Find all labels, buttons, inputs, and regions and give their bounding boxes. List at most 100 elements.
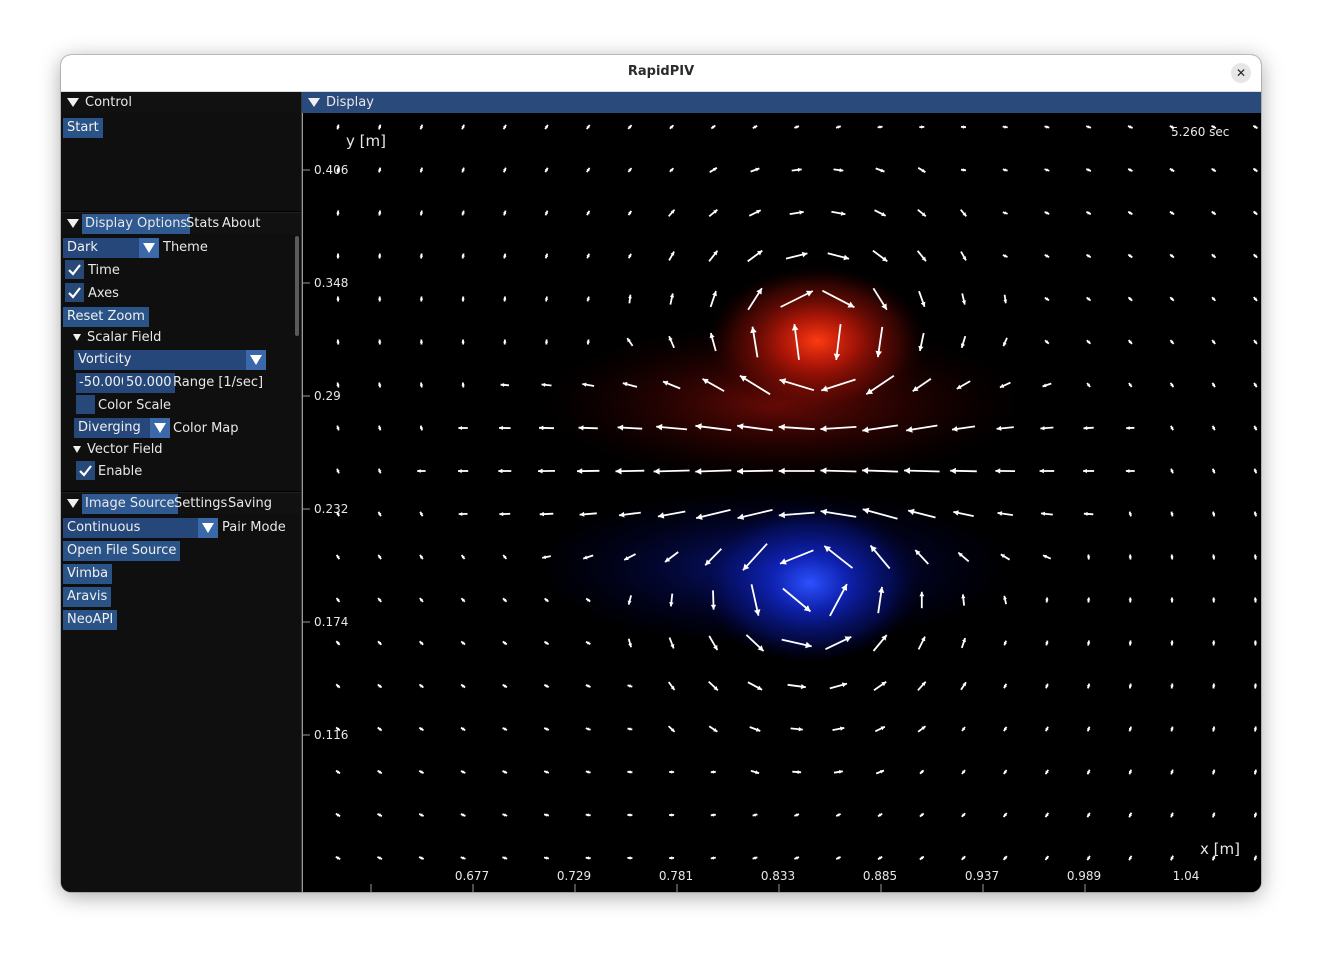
velocity-vector-head — [586, 125, 590, 129]
checkmark-icon — [79, 465, 92, 477]
velocity-vector-head — [544, 641, 548, 645]
velocity-vector-head — [710, 813, 715, 817]
velocity-vector-head — [615, 467, 622, 475]
velocity-vector-head — [419, 382, 424, 386]
tree-expand-icon[interactable] — [73, 446, 81, 453]
pair-mode-select[interactable]: Continuous — [63, 518, 218, 538]
time-checkbox[interactable] — [65, 260, 84, 279]
velocity-vector-head — [739, 375, 747, 382]
scalar-select[interactable]: Vorticity — [74, 350, 266, 370]
velocity-vector-head — [1087, 125, 1091, 129]
velocity-vector-head — [670, 251, 675, 256]
collapse-triangle-icon[interactable] — [67, 499, 79, 508]
aravis-button[interactable]: Aravis — [63, 587, 112, 607]
x-tick-label: 0.781 — [659, 869, 693, 883]
velocity-vector-head — [670, 125, 674, 129]
velocity-vector-head — [670, 168, 674, 172]
velocity-vector-head — [1170, 728, 1174, 732]
velocity-vector — [823, 545, 854, 569]
tab-about[interactable]: About — [222, 216, 261, 231]
velocity-vector-head — [336, 511, 340, 516]
velocity-vector-head — [1170, 340, 1174, 344]
velocity-vector-head — [921, 726, 926, 730]
velocity-vector-head — [378, 425, 382, 430]
velocity-vector-head — [1170, 599, 1174, 603]
close-icon[interactable]: ✕ — [1231, 63, 1251, 83]
enable-checkbox[interactable] — [76, 461, 95, 480]
axes-checkbox[interactable] — [65, 283, 84, 302]
velocity-vector-head — [709, 333, 715, 339]
velocity-vector-head — [419, 641, 423, 645]
scalar-field-label[interactable]: Scalar Field — [87, 330, 162, 345]
velocity-vector-head — [336, 554, 340, 559]
velocity-vector-head — [577, 468, 583, 474]
checkmark-icon — [68, 287, 81, 299]
velocity-vector-head — [419, 425, 424, 429]
velocity-vector-head — [578, 425, 584, 431]
vorticity-field — [532, 266, 1022, 663]
tree-expand-icon[interactable] — [73, 334, 81, 341]
velocity-vector-head — [336, 339, 340, 343]
range-min-input[interactable]: -50.000 — [76, 373, 133, 393]
velocity-vector-head — [336, 296, 340, 300]
open-file-source-button[interactable]: Open File Source — [63, 541, 181, 561]
velocity-vector-head — [805, 641, 812, 649]
colormap-select[interactable]: Diverging — [74, 418, 170, 438]
color-scale-checkbox[interactable] — [76, 395, 95, 414]
display-options-scrollbar[interactable] — [295, 236, 299, 336]
neoapi-button[interactable]: NeoAPI — [63, 610, 118, 630]
reset-zoom-button[interactable]: Reset Zoom — [63, 307, 149, 327]
velocity-vector-head — [503, 124, 506, 129]
velocity-vector — [736, 469, 774, 473]
display-panel-header[interactable]: Display — [302, 92, 1261, 113]
range-max-input[interactable]: 50.000 — [123, 373, 175, 393]
piv-display-canvas[interactable]: 5.260 sec y [m] x [m] 0.406 0.348 0.29 0.23… — [302, 113, 1261, 892]
chevron-down-icon[interactable] — [139, 238, 159, 258]
velocity-vector-head — [794, 813, 798, 817]
velocity-vector-head — [780, 558, 787, 565]
velocity-vector-head — [1253, 254, 1258, 258]
velocity-vector-head — [878, 856, 882, 860]
tab-settings[interactable]: Settings — [174, 496, 228, 511]
velocity-vector-head — [665, 557, 671, 562]
velocity-vector-head — [1087, 254, 1091, 258]
vector-field-label[interactable]: Vector Field — [87, 442, 163, 457]
tab-image-source[interactable]: Image Source — [82, 494, 178, 514]
velocity-vector-head — [1087, 211, 1091, 215]
velocity-vector-head — [953, 510, 959, 516]
velocity-vector-head — [847, 301, 855, 308]
chevron-down-icon[interactable] — [150, 418, 170, 438]
velocity-vector-head — [1170, 297, 1174, 301]
velocity-vector-head — [1128, 727, 1133, 732]
velocity-vector-head — [840, 726, 845, 731]
velocity-vector-head — [799, 210, 804, 215]
velocity-vector-head — [962, 638, 966, 643]
collapse-triangle-icon[interactable] — [67, 98, 79, 107]
tab-display-options[interactable]: Display Options — [82, 214, 191, 234]
velocity-vector-head — [797, 770, 802, 774]
tab-stats[interactable]: Stats — [186, 216, 220, 231]
theme-select[interactable]: Dark — [63, 238, 159, 258]
velocity-vector-head — [670, 685, 675, 690]
collapse-triangle-icon[interactable] — [308, 98, 320, 107]
velocity-vector-head — [586, 641, 590, 645]
velocity-vector-head — [461, 555, 465, 559]
chevron-down-icon[interactable] — [246, 350, 266, 370]
velocity-vector-head — [866, 388, 874, 395]
panel-divider[interactable] — [301, 92, 302, 892]
velocity-vector-head — [1087, 813, 1091, 818]
control-panel-header[interactable]: Control — [61, 92, 301, 113]
vimba-button[interactable]: Vimba — [63, 564, 113, 584]
tab-saving[interactable]: Saving — [228, 496, 273, 511]
velocity-vector-head — [503, 167, 507, 172]
window-title: RapidPIV — [627, 64, 695, 79]
velocity-vector-head — [710, 604, 717, 610]
collapse-triangle-icon[interactable] — [67, 219, 79, 228]
start-button[interactable]: Start — [63, 118, 103, 138]
velocity-vector-head — [670, 644, 675, 649]
velocity-vector-head — [1211, 426, 1215, 431]
velocity-vector-head — [713, 686, 718, 691]
velocity-vector-head — [503, 296, 507, 300]
velocity-vector-head — [1211, 469, 1216, 474]
chevron-down-icon[interactable] — [198, 518, 218, 538]
